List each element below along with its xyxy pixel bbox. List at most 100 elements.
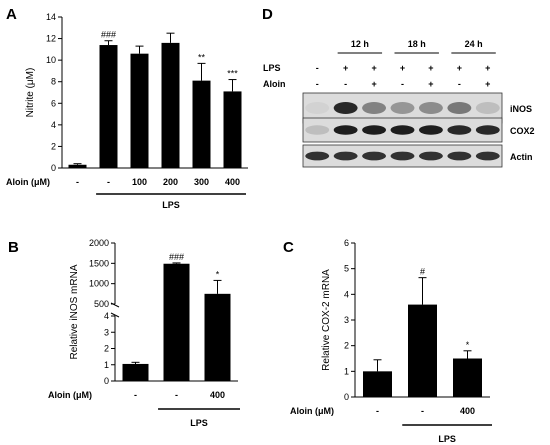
y-tick-label: 6 (51, 98, 56, 108)
axis-break-mark (110, 312, 120, 318)
x-category-label: - (175, 390, 178, 400)
blot-strip-actin (302, 144, 503, 168)
aloin-row-label: Aloin (263, 79, 286, 89)
aloin-mark: + (428, 79, 433, 89)
y-axis-label: Relative iNOS mRNA (69, 264, 80, 359)
bar (192, 80, 211, 168)
y-tick-label: 12 (46, 34, 56, 44)
protein-band (447, 125, 472, 135)
protein-band (475, 151, 500, 161)
timepoint-label: 18 h (408, 39, 426, 49)
protein-band (305, 151, 330, 161)
y-tick-label: 1 (344, 366, 349, 376)
y-tick-label: 4 (344, 289, 349, 299)
y-tick-label: 4 (51, 120, 56, 130)
y-tick-label: 1500 (89, 258, 109, 268)
protein-band (418, 102, 443, 114)
lps-mark: + (457, 63, 462, 73)
bar (204, 293, 231, 381)
protein-band (390, 125, 415, 135)
aloin-mark: + (485, 79, 490, 89)
x-category-label: 200 (163, 177, 178, 187)
bar (223, 91, 242, 168)
y-tick-label: 3 (344, 315, 349, 325)
x-category-label: 400 (210, 390, 225, 400)
y-tick-label: 2000 (89, 238, 109, 248)
significance-mark: ### (169, 252, 184, 262)
protein-band (362, 151, 387, 161)
blot-strip-cox2 (302, 117, 503, 143)
x-category-label: - (376, 406, 379, 416)
protein-band (418, 125, 443, 135)
lps-mark: - (316, 63, 319, 73)
bar (363, 371, 392, 397)
x-category-label: - (134, 390, 137, 400)
x-category-label: 400 (460, 406, 475, 416)
bar (99, 45, 118, 168)
panel-a-label: A (6, 6, 17, 23)
y-tick-label: 14 (46, 12, 56, 22)
lps-mark: + (485, 63, 490, 73)
inos-mrna-bar-chart: 0 1 2 3 4 500 1000 1500 2000 Relative iNOS mRNA - #… (48, 238, 240, 428)
significance-mark: # (420, 267, 425, 277)
protein-band (390, 102, 415, 114)
treatment-label: Aloin (μM) (6, 177, 50, 187)
band-label: COX2 (510, 126, 535, 136)
panel-d-label: D (262, 6, 273, 23)
band-label: iNOS (510, 104, 532, 114)
aloin-mark: - (401, 79, 404, 89)
y-tick-label: 2 (51, 141, 56, 151)
y-tick-label: 4 (104, 311, 109, 321)
bar (408, 304, 437, 397)
group-label: LPS (190, 418, 208, 428)
protein-band (362, 125, 387, 135)
panel-c-label: C (283, 239, 294, 256)
cox2-mrna-bar-chart: 0 1 2 3 4 5 6 Relative COX-2 mRNA - # - * 400 Aloin (… (290, 238, 492, 444)
bar (161, 42, 180, 169)
x-category-label: - (421, 406, 424, 416)
protein-band (333, 151, 358, 161)
protein-band (447, 151, 472, 161)
y-tick-label: 5 (344, 264, 349, 274)
protein-band (305, 102, 330, 114)
y-tick-label: 2 (344, 341, 349, 351)
significance-mark: ### (101, 30, 116, 40)
y-tick-label: 500 (94, 299, 109, 309)
timepoint-label: 24 h (465, 39, 483, 49)
aloin-mark: + (371, 79, 376, 89)
aloin-mark: - (458, 79, 461, 89)
protein-band (390, 151, 415, 161)
x-category-label: - (107, 177, 110, 187)
y-tick-label: 1000 (89, 279, 109, 289)
aloin-mark: - (316, 79, 319, 89)
bar (453, 358, 482, 397)
protein-band (333, 102, 358, 114)
protein-band (475, 125, 500, 135)
x-category-label: 300 (194, 177, 209, 187)
group-label: LPS (438, 434, 456, 444)
protein-band (475, 102, 500, 114)
y-tick-label: 3 (104, 327, 109, 337)
lps-mark: + (343, 63, 348, 73)
y-axis-label: Nitrite (μM) (25, 68, 36, 118)
treatment-label: Aloin (μM) (290, 406, 334, 416)
aloin-mark: - (344, 79, 347, 89)
y-tick-label: 0 (344, 392, 349, 402)
significance-mark: * (466, 340, 470, 350)
protein-band (305, 125, 330, 135)
group-label: LPS (162, 200, 180, 210)
nitrite-bar-chart: 0 2 4 6 8 10 12 14 Nitrite (μM) - ### - 100 200 ** 300 *… (6, 12, 248, 210)
protein-band (418, 151, 443, 161)
bar (68, 164, 87, 168)
significance-mark: ** (198, 52, 206, 62)
band-label: Actin (510, 152, 533, 162)
y-tick-label: 2 (104, 344, 109, 354)
bar (122, 363, 149, 381)
bar (130, 53, 149, 168)
treatment-label: Aloin (μM) (48, 390, 92, 400)
lps-mark: + (371, 63, 376, 73)
x-category-label: 400 (225, 177, 240, 187)
y-tick-label: 0 (51, 163, 56, 173)
lps-mark: + (400, 63, 405, 73)
x-category-label: 100 (132, 177, 147, 187)
